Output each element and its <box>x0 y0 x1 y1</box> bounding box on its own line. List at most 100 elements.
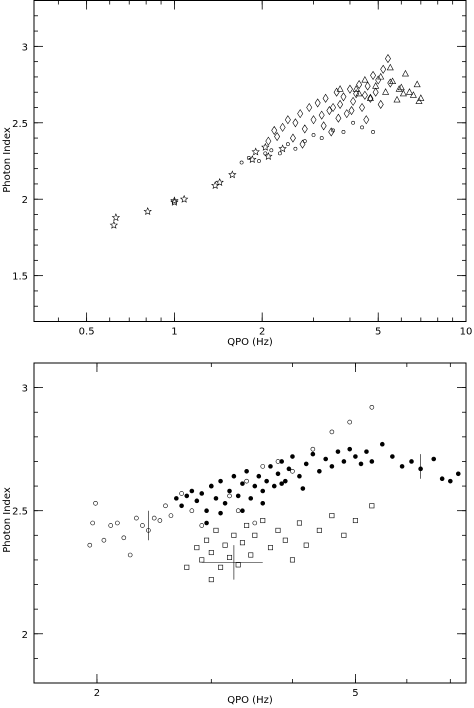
star-point <box>215 178 224 186</box>
bottom-data-points <box>87 405 461 583</box>
star-point <box>170 196 179 205</box>
x-tick-label: 2 <box>259 327 265 338</box>
filled-circle-point <box>283 478 288 484</box>
star-point <box>264 152 273 160</box>
diamond-point <box>372 87 379 97</box>
open-square-point <box>199 557 205 563</box>
triangle-point <box>389 77 397 85</box>
filled-circle-point <box>455 471 461 477</box>
open-square-point <box>282 537 288 543</box>
small-circle-point <box>341 130 346 134</box>
open-circle-point <box>227 493 232 499</box>
filled-circle-point <box>310 451 316 457</box>
open-square-point <box>341 532 347 538</box>
diamond-point <box>377 99 384 109</box>
open-circle-point <box>163 503 168 509</box>
triangle-point <box>352 85 360 92</box>
x-tick-label: 5 <box>352 688 358 699</box>
open-square-point <box>244 522 250 528</box>
triangle-point <box>413 80 421 88</box>
open-square-point <box>248 552 254 558</box>
filled-circle-point <box>297 473 302 479</box>
bottom-x-axis-label: QPO (Hz) <box>227 695 273 706</box>
filled-circle-point <box>353 454 358 459</box>
triangle-point <box>366 94 374 101</box>
filled-circle-point <box>194 498 200 504</box>
diamond-point <box>375 75 382 85</box>
diamond-point <box>318 110 325 120</box>
diamond-point <box>274 131 281 142</box>
open-circle-point <box>252 520 258 526</box>
top-y-axis-label: Photon Index <box>2 127 13 193</box>
filled-circle-point <box>439 476 445 481</box>
y-tick-label: 2 <box>22 195 28 206</box>
small-circle-point <box>360 125 364 130</box>
small-circle-point <box>319 136 324 140</box>
open-circle-point <box>157 518 163 523</box>
filled-circle-point <box>335 449 341 454</box>
diamond-point <box>301 124 308 134</box>
filled-circle-point <box>317 469 322 474</box>
open-square-point <box>222 542 228 548</box>
filled-circle-point <box>260 501 266 506</box>
open-square-point <box>194 545 200 551</box>
filled-circle-point <box>268 464 273 469</box>
x-tick-label: 5 <box>375 327 381 338</box>
star-point <box>111 213 121 222</box>
open-circle-point <box>151 515 157 521</box>
filled-circle-point <box>369 459 375 464</box>
open-circle-point <box>108 523 114 528</box>
triangle-point <box>355 89 363 97</box>
filled-circle-point <box>390 454 395 459</box>
filled-circle-point <box>341 459 347 464</box>
diamond-point <box>279 122 286 132</box>
star-point <box>251 147 260 156</box>
triangle-point <box>382 88 390 95</box>
diamond-point <box>292 118 299 128</box>
small-circle-point <box>371 130 375 134</box>
open-square-point <box>296 520 302 526</box>
open-square-point <box>227 554 233 560</box>
filled-circle-point <box>409 459 414 464</box>
y-tick-label: 1.5 <box>12 272 28 283</box>
triangle-point <box>397 83 405 91</box>
small-circle-point <box>293 146 298 151</box>
y-tick-label: 3 <box>22 42 28 53</box>
open-square-point <box>204 537 210 543</box>
open-circle-point <box>260 464 266 469</box>
filled-circle-point <box>358 461 364 467</box>
filled-circle-point <box>418 466 423 472</box>
open-circle-point <box>127 552 133 558</box>
bottom-scatter-panel: 2 5 2 2.5 3 QPO (Hz) Photon Index <box>2 362 467 706</box>
open-square-point <box>235 562 241 568</box>
open-square-point <box>289 557 295 563</box>
open-square-point <box>369 503 375 509</box>
filled-circle-point <box>179 503 184 509</box>
diamond-point <box>343 109 350 119</box>
star-point <box>179 194 189 203</box>
diamond-point <box>306 102 313 113</box>
open-circle-point <box>290 469 295 474</box>
diamond-point <box>356 80 363 90</box>
open-square-point <box>208 577 214 583</box>
small-circle-point <box>269 148 274 153</box>
diamond-point <box>271 125 278 135</box>
diamond-point <box>380 64 387 74</box>
filled-circle-point <box>189 488 195 494</box>
filled-circle-point <box>227 488 232 494</box>
diamond-point <box>310 115 317 125</box>
triangle-point <box>386 63 394 71</box>
diamond-point <box>387 78 394 88</box>
diamond-point <box>289 133 296 143</box>
filled-circle-point <box>240 481 245 486</box>
filled-circle-point <box>252 483 258 489</box>
diamond-point <box>340 92 347 102</box>
diamond-point <box>348 106 355 116</box>
open-circle-point <box>179 491 184 496</box>
diamond-point <box>314 98 321 108</box>
x-tick-label: 1 <box>171 327 177 338</box>
x-tick-label: 0.5 <box>79 327 95 338</box>
top-x-axis-label: QPO (Hz) <box>227 337 273 348</box>
small-circle-point <box>246 156 251 160</box>
